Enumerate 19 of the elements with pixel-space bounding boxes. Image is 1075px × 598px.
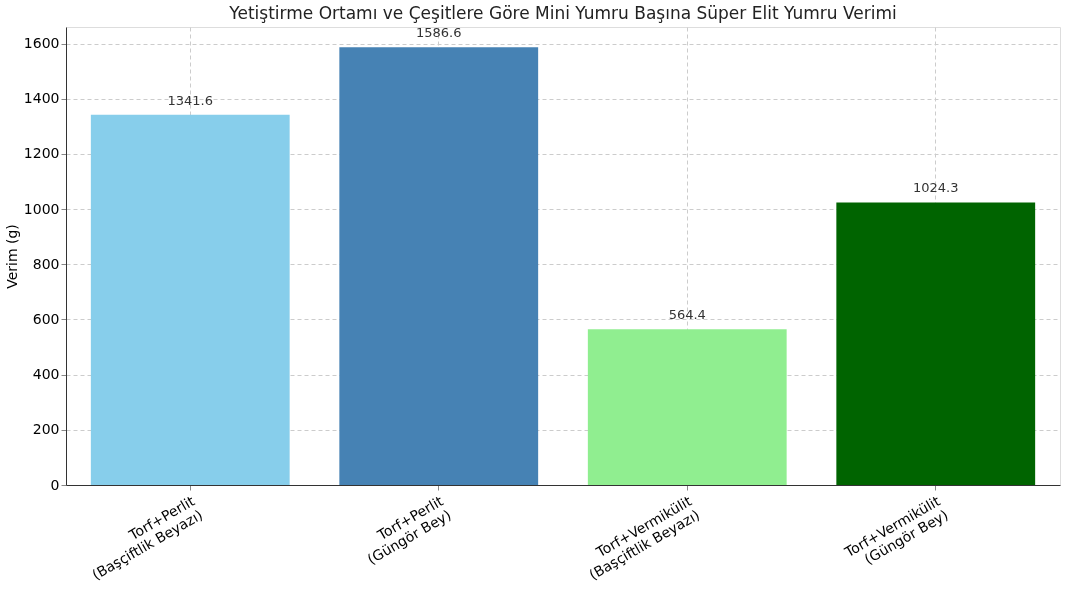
- y-tick-label: 200: [32, 421, 60, 438]
- bar: [587, 329, 787, 485]
- data-label: 1586.6: [416, 25, 462, 41]
- y-tick-label: 1200: [23, 145, 60, 162]
- data-label: 564.4: [668, 307, 706, 323]
- y-tick-label: 800: [32, 255, 60, 272]
- y-tick-label: 600: [32, 310, 60, 327]
- chart-title: Yetiştirme Ortamı ve Çeşitlere Göre Mini Yumru Başına Süper Elit Yumru Verimi: [228, 3, 897, 23]
- bar: [836, 202, 1036, 485]
- data-label: 1341.6: [167, 92, 213, 108]
- data-label: 1024.3: [913, 180, 959, 196]
- y-axis-title: Verim (g): [3, 224, 20, 289]
- y-tick-label: 1400: [23, 90, 60, 107]
- bar: [90, 114, 290, 485]
- y-tick-label: 400: [32, 366, 60, 383]
- y-tick-label: 0: [50, 476, 60, 493]
- y-tick-label: 1000: [23, 200, 60, 217]
- bar: [339, 47, 539, 485]
- y-tick-label: 1600: [23, 35, 60, 52]
